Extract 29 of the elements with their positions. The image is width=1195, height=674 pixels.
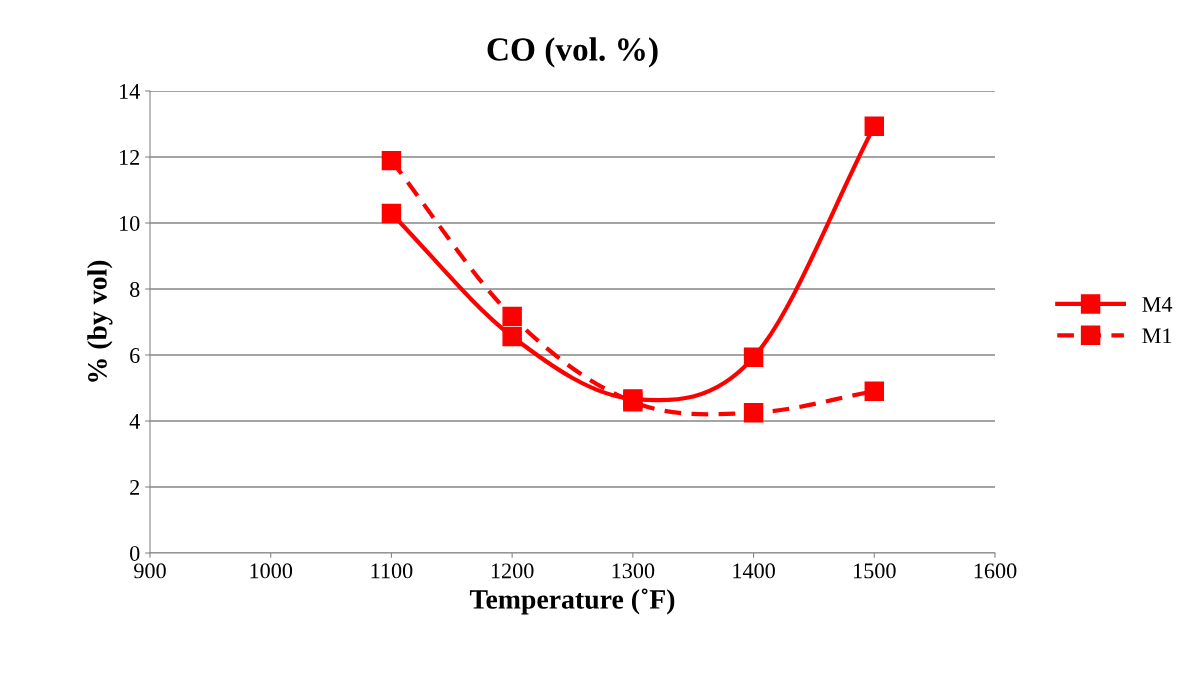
y-tick-label: 6	[130, 347, 140, 363]
point	[381, 150, 402, 171]
point	[743, 403, 764, 423]
point	[864, 381, 885, 402]
x-tick-label: 1100	[371, 563, 413, 579]
x-tick-label: 1500	[854, 563, 896, 579]
y-tick-label: 14	[120, 84, 140, 99]
point	[743, 347, 764, 368]
point	[381, 203, 402, 224]
y-tick-label: 0	[130, 545, 140, 561]
point	[864, 116, 885, 137]
x-tick-label: 1600	[974, 563, 1017, 579]
y-tick-label: 8	[130, 281, 140, 297]
y-tick-label: 2	[130, 479, 140, 495]
chart-title: CO (vol. %)	[487, 37, 658, 68]
y-tick-label: 12	[120, 149, 140, 165]
x-tick-label: 1400	[733, 563, 775, 579]
legend-label: M4	[1142, 297, 1173, 312]
y-tick-label: 10	[120, 215, 140, 231]
x-tick-label: 900	[134, 563, 166, 579]
x-tick-label: 1000	[250, 563, 293, 579]
x-axis-title: Temperature (˚F)	[469, 588, 675, 615]
legend-label: M1	[1142, 328, 1172, 344]
y-tick-label: 4	[129, 414, 140, 429]
y-axis-title: % (by vol)	[87, 260, 113, 382]
point	[502, 306, 522, 327]
x-tick-label: 1300	[612, 563, 655, 579]
point	[502, 326, 522, 347]
x-tick-label: 1200	[491, 563, 534, 579]
